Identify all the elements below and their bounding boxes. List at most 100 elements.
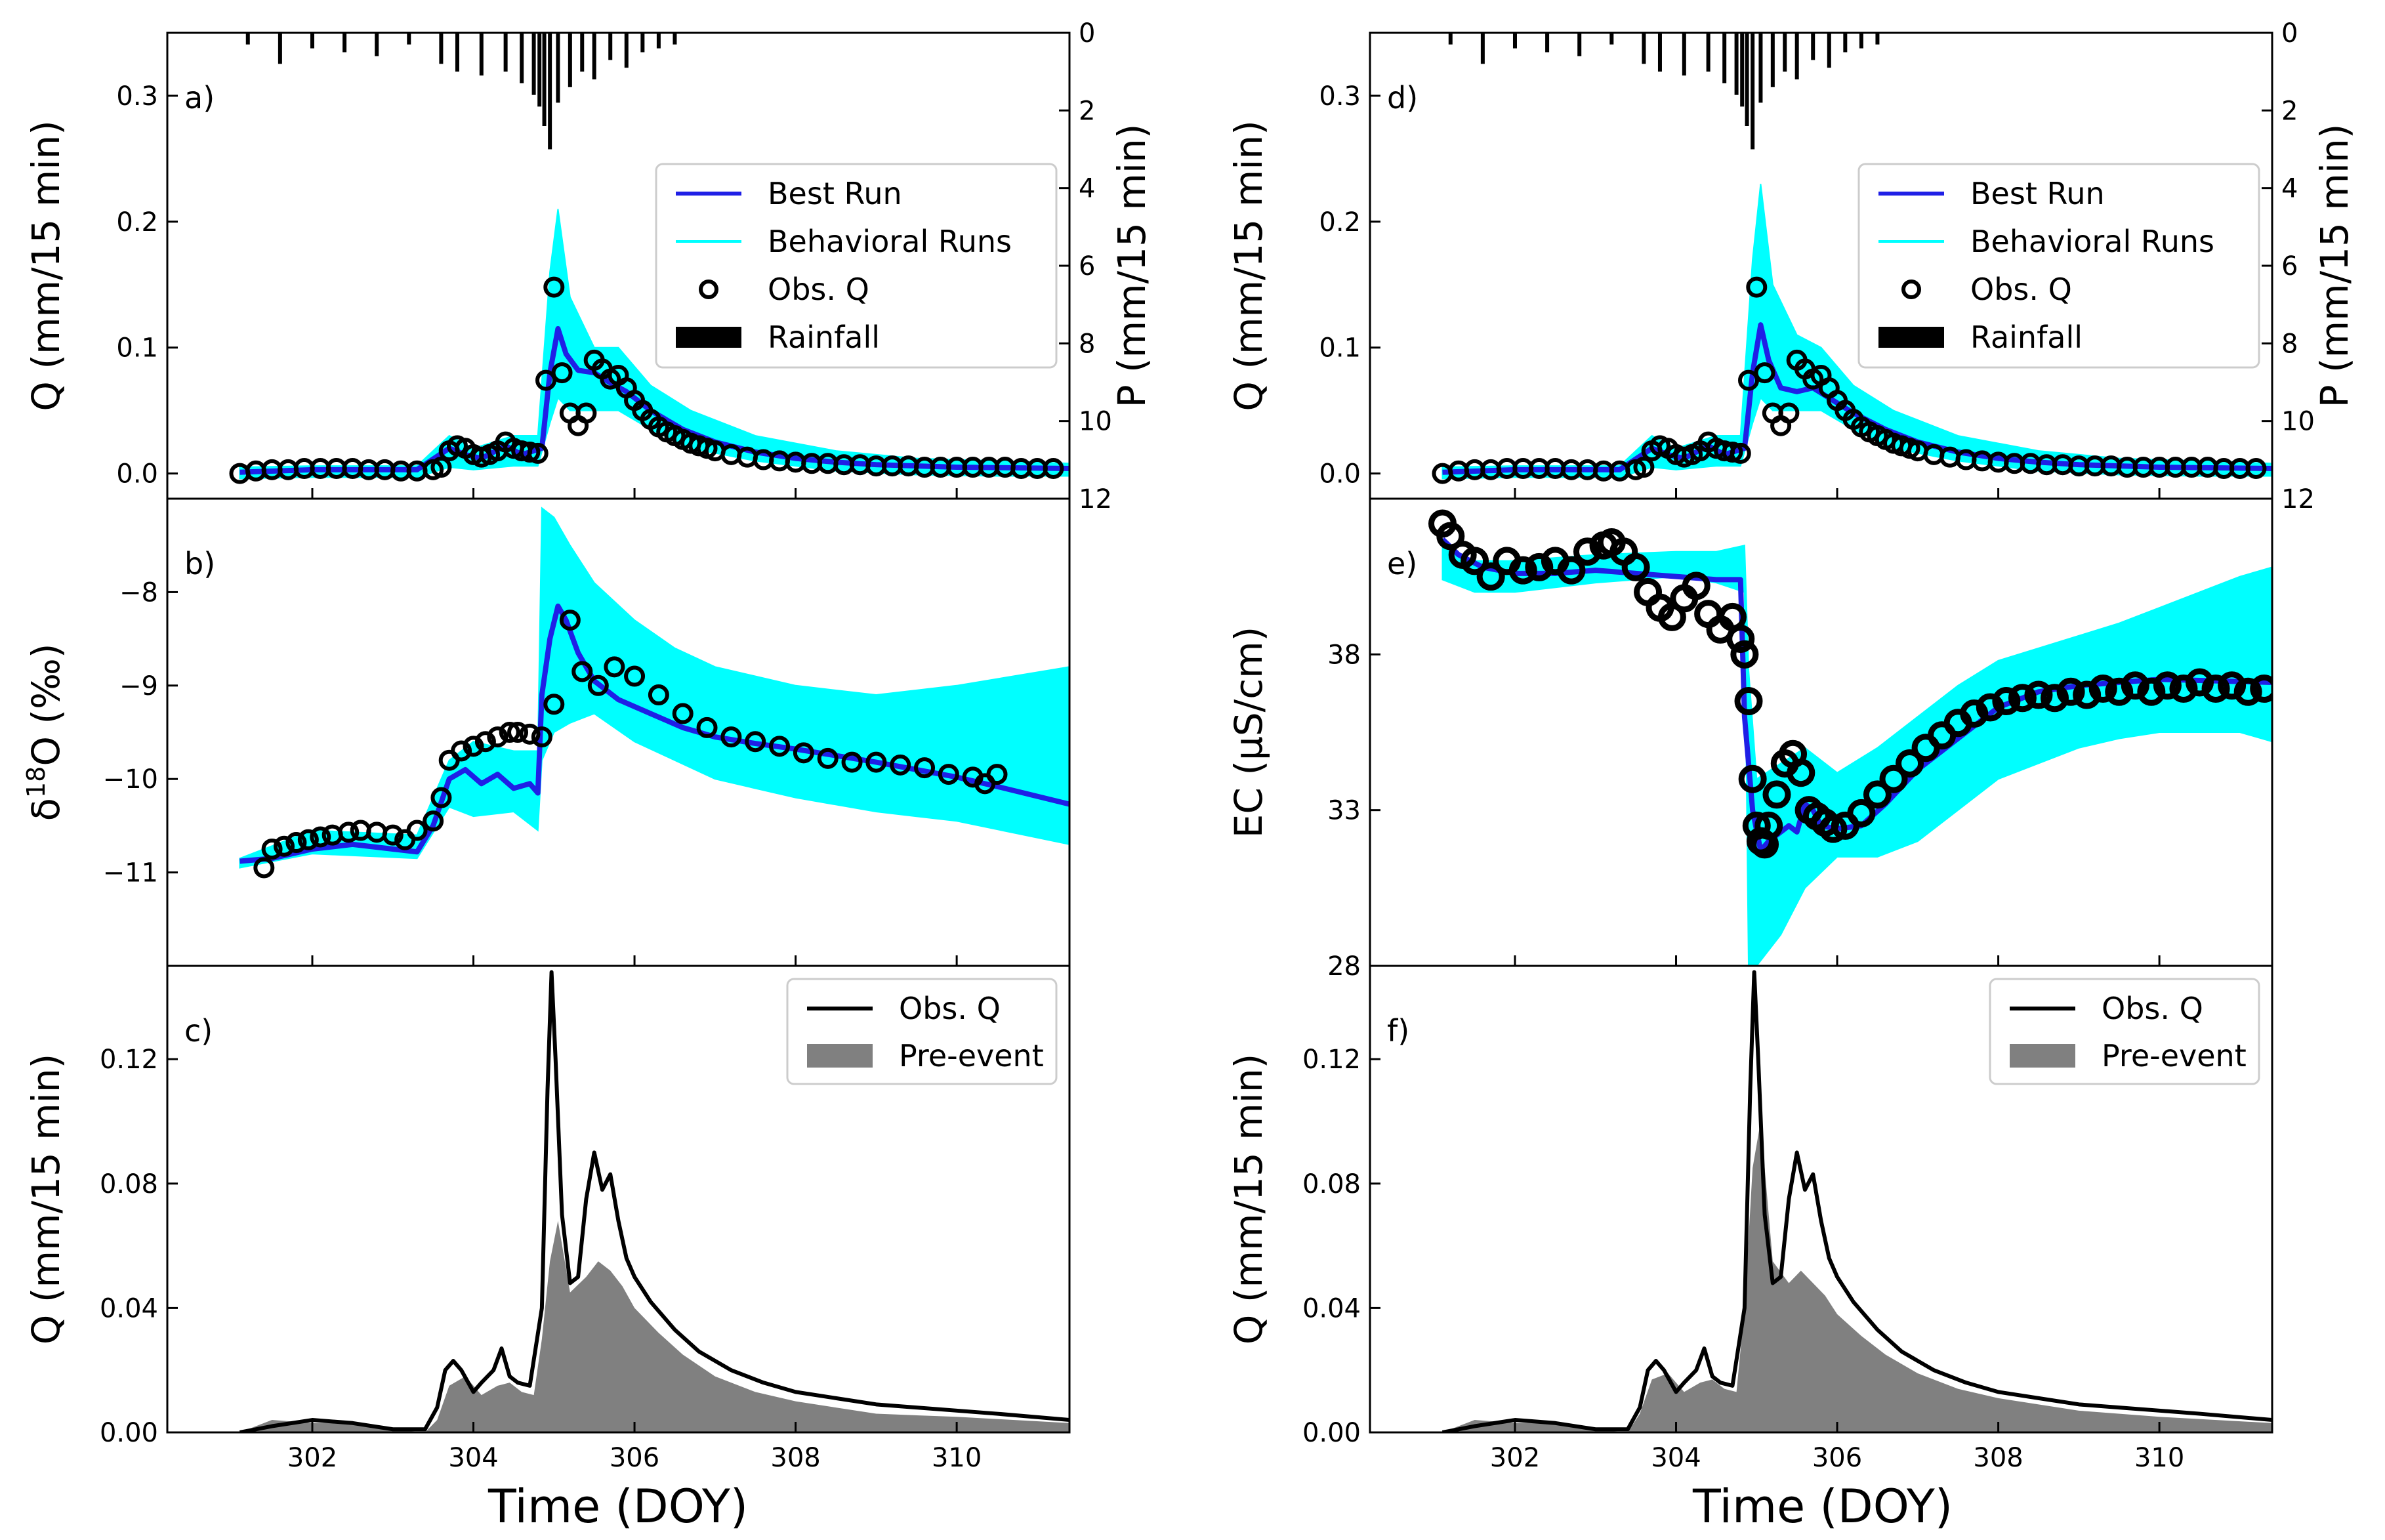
legend-swatch-pre-event-c	[807, 1044, 873, 1068]
plot-area-d	[1432, 33, 2272, 484]
x-tick-label-f-304: 304	[1651, 1443, 1701, 1473]
obs-point-a-68	[1043, 457, 1064, 479]
obs-point-b-24	[543, 694, 565, 715]
obs-point-b-27	[587, 675, 609, 696]
panel-label-c: c)	[184, 1013, 213, 1049]
obs-point-b-39	[865, 751, 887, 773]
obs-point-e-17	[1657, 602, 1686, 631]
obs-point-e-40	[1847, 799, 1876, 827]
obs-point-e-47	[1960, 699, 1989, 728]
y-tick-label-d-0.3: 0.3	[1319, 81, 1361, 112]
obs-point-d-13	[1633, 457, 1655, 478]
rainfall-bar-d-16	[1770, 33, 1775, 87]
obs-point-e-49	[1992, 687, 2021, 716]
obs-point-b-42	[938, 764, 959, 785]
x-tick-label-f-302: 302	[1490, 1443, 1540, 1473]
rainfall-bar-d-5	[1609, 33, 1614, 45]
axes-frame-f	[1369, 965, 2273, 1434]
obs-point-e-48	[1976, 693, 2004, 722]
panel-label-f: f)	[1387, 1013, 1409, 1049]
rainfall-bar-a-7	[455, 33, 459, 72]
obs-point-b-17	[463, 736, 484, 757]
obs-point-b-13	[423, 810, 444, 832]
obs-point-e-62	[2201, 675, 2230, 703]
p-tick-label-a-6: 6	[1079, 251, 1095, 281]
rainfall-bar-a-18	[592, 33, 596, 79]
y-tick-label-b--11: −11	[103, 858, 158, 888]
rainfall-bar-a-22	[656, 33, 661, 49]
obs-point-b-14	[430, 787, 452, 808]
obs-point-e-26	[1738, 764, 1767, 793]
p-tick-label-d-2: 2	[2281, 96, 2298, 126]
obs-point-b-37	[817, 747, 839, 769]
behavioral-band-e	[1441, 544, 2272, 966]
y-axis-label-b: δ18O (‰)	[22, 643, 68, 821]
obs-point-e-3	[1461, 547, 1489, 575]
y-tick-label-e-38: 38	[1327, 640, 1361, 670]
legend-label-f-1: Pre-event	[2102, 1038, 2247, 1073]
obs-point-e-24	[1730, 640, 1759, 669]
y-tick-label-f-0.04: 0.04	[1302, 1293, 1361, 1323]
legend-label-a-2: Obs. Q	[768, 272, 869, 307]
x-tick-label-c-302: 302	[287, 1443, 337, 1473]
obs-point-a-24	[519, 442, 541, 463]
panel-f: 302 304 306 308 310 0.00 0.04 0.08 0.12 Q (mm/15 …	[1226, 965, 2273, 1473]
p-tick-label-a-2: 2	[1079, 96, 1095, 126]
x-tick-label-c-308: 308	[770, 1443, 820, 1473]
obs-point-b-28	[604, 656, 625, 678]
y-tick-label-b--9: −9	[119, 671, 158, 701]
rainfall-bar-d-23	[1875, 33, 1880, 45]
rainfall-bar-d-0	[1448, 33, 1453, 45]
rainfall-bar-d-9	[1706, 33, 1711, 72]
plot-area-c	[239, 970, 1069, 1432]
obs-point-e-1	[1436, 522, 1465, 551]
y-axis-label-d: Q (mm/15 min)	[1226, 120, 1271, 411]
legend-label-d-3: Rainfall	[1970, 320, 2083, 355]
p-tick-label-a-0: 0	[1079, 18, 1095, 49]
y-tick-label-b--8: −8	[119, 577, 158, 608]
obs-point-e-56	[2105, 677, 2134, 706]
obs-point-a-28	[551, 362, 573, 384]
legend-swatch-rainfall-d	[1878, 327, 1944, 348]
panels: 0.0 0.1 0.2 0.3 0 2 4 6 8 10 12 P (mm/15 min) Q (mm/…	[22, 18, 2357, 1473]
obs-point-b-36	[793, 742, 814, 764]
obs-point-a-27	[543, 276, 565, 298]
p-tick-label-d-6: 6	[2281, 251, 2298, 281]
y-tick-label-d-0: 0.0	[1319, 459, 1361, 489]
legend-swatch-pre-event-f	[2010, 1044, 2075, 1068]
p-tick-label-a-12: 12	[1079, 484, 1112, 514]
obs-point-d-68	[2245, 457, 2267, 479]
rainfall-bar-a-0	[245, 33, 250, 45]
y-tick-label-c-0.08: 0.08	[100, 1169, 158, 1199]
y-tick-label-a-0.3: 0.3	[116, 81, 158, 112]
obs-point-e-9	[1557, 556, 1586, 585]
p-tick-label-a-4: 4	[1079, 174, 1095, 204]
rainfall-bar-d-17	[1783, 33, 1787, 72]
y-tick-label-b--10: −10	[103, 764, 158, 795]
x-tick-label-c-304: 304	[448, 1443, 498, 1473]
y-axis-label-a: Q (mm/15 min)	[24, 120, 68, 411]
obs-point-e-51	[2024, 680, 2053, 709]
rainfall-bar-d-11	[1734, 33, 1739, 95]
obs-point-e-57	[2121, 671, 2149, 700]
legend-label-d-1: Behavioral Runs	[1970, 224, 2214, 259]
rainfall-bar-a-9	[503, 33, 508, 72]
legend-label-a-3: Rainfall	[768, 320, 880, 355]
panel-label-e: e)	[1387, 546, 1417, 581]
y-tick-label-c-0.04: 0.04	[100, 1293, 158, 1323]
obs-point-a-26	[535, 369, 557, 391]
obs-point-d-28	[1754, 362, 1775, 384]
y-tick-label-c-0: 0.00	[100, 1418, 158, 1448]
obs-point-b-34	[745, 731, 766, 753]
y-tick-label-f-0.08: 0.08	[1302, 1169, 1361, 1199]
panel-e: 28 33 38 EC (μS/cm) e)	[1226, 497, 2273, 982]
obs-point-a-25	[527, 442, 549, 464]
obs-point-e-34	[1787, 759, 1815, 787]
obs-point-b-38	[841, 751, 863, 773]
x-tick-label-f-308: 308	[1973, 1443, 2023, 1473]
rainfall-bar-a-3	[342, 33, 347, 52]
y-tick-label-c-0.12: 0.12	[100, 1045, 158, 1075]
rainfall-bar-a-10	[520, 33, 524, 83]
obs-point-b-21	[507, 722, 529, 743]
rainfall-bar-a-8	[479, 33, 484, 76]
